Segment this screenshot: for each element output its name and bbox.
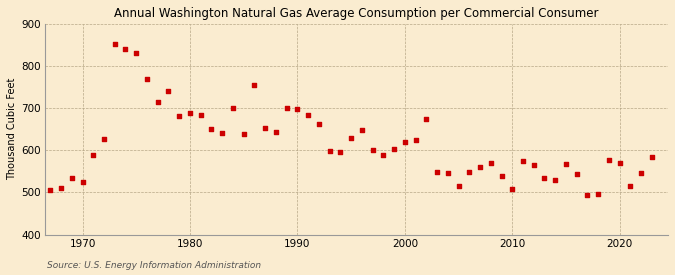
Point <box>582 193 593 198</box>
Point <box>560 162 571 166</box>
Point <box>66 175 77 180</box>
Point <box>356 128 367 132</box>
Point <box>647 155 657 159</box>
Point <box>238 132 249 136</box>
Point <box>313 122 324 127</box>
Point <box>227 106 238 110</box>
Point <box>281 106 292 110</box>
Point <box>206 127 217 131</box>
Point <box>302 112 313 117</box>
Point <box>539 175 550 180</box>
Title: Annual Washington Natural Gas Average Consumption per Commercial Consumer: Annual Washington Natural Gas Average Co… <box>114 7 599 20</box>
Point <box>614 161 625 165</box>
Y-axis label: Thousand Cubic Feet: Thousand Cubic Feet <box>7 78 17 180</box>
Point <box>410 138 421 142</box>
Point <box>184 111 195 116</box>
Point <box>77 180 88 184</box>
Point <box>367 148 378 152</box>
Point <box>496 174 507 178</box>
Point <box>120 47 131 51</box>
Point <box>260 126 271 131</box>
Point <box>217 131 227 136</box>
Point <box>271 130 281 134</box>
Point <box>324 149 335 153</box>
Point <box>636 171 647 175</box>
Point <box>625 184 636 188</box>
Point <box>346 136 356 140</box>
Point <box>249 83 260 87</box>
Point <box>464 170 475 174</box>
Point <box>603 158 614 163</box>
Point <box>400 140 410 144</box>
Point <box>131 51 142 56</box>
Point <box>109 42 120 46</box>
Point <box>195 112 206 117</box>
Point <box>378 152 389 157</box>
Point <box>453 184 464 188</box>
Point <box>142 76 153 81</box>
Point <box>163 89 174 94</box>
Text: Source: U.S. Energy Information Administration: Source: U.S. Energy Information Administ… <box>47 260 261 270</box>
Point <box>475 165 485 169</box>
Point <box>507 187 518 191</box>
Point <box>550 178 561 182</box>
Point <box>593 192 603 196</box>
Point <box>421 117 432 121</box>
Point <box>292 107 303 112</box>
Point <box>571 171 582 176</box>
Point <box>335 149 346 154</box>
Point <box>442 171 453 175</box>
Point <box>99 136 109 141</box>
Point <box>518 159 529 163</box>
Point <box>173 114 184 118</box>
Point <box>389 147 400 151</box>
Point <box>55 186 66 191</box>
Point <box>431 170 442 174</box>
Point <box>153 100 163 104</box>
Point <box>485 161 496 165</box>
Point <box>529 163 539 167</box>
Point <box>88 152 99 157</box>
Point <box>45 188 55 192</box>
